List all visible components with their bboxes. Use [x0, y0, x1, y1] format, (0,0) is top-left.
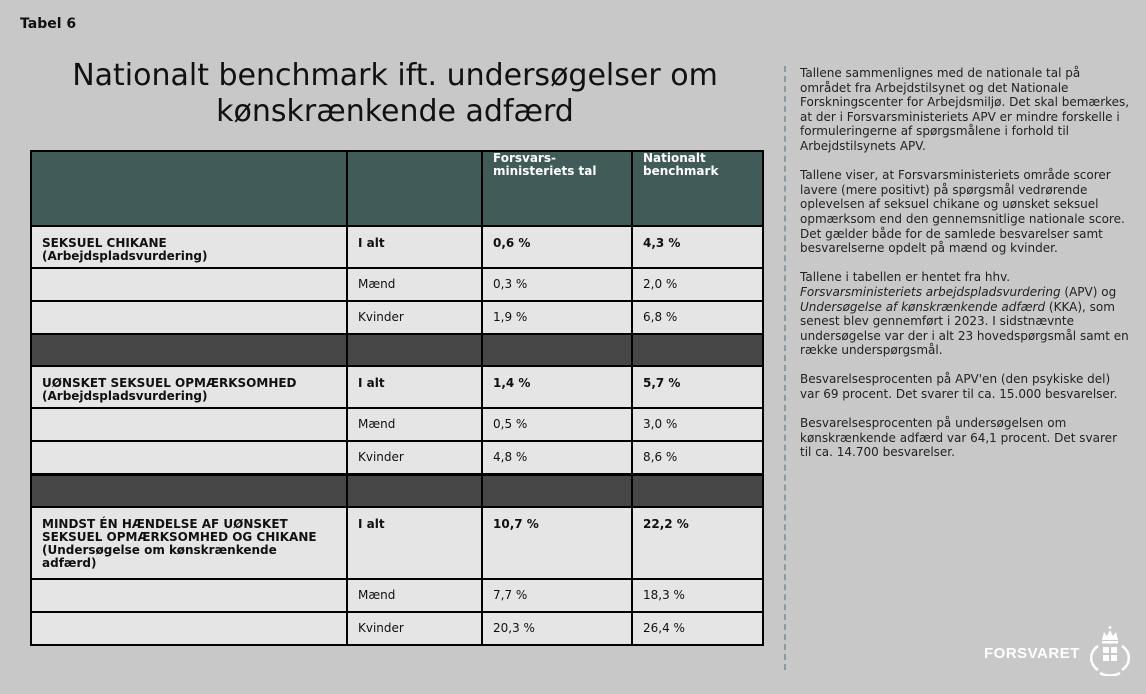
forsvar-value: 0,6 % — [481, 225, 633, 269]
forsvaret-logo: FORSVARET — [984, 626, 1132, 680]
note-italic: Undersøgelse af kønskrænkende adfærd — [800, 299, 1046, 314]
header-empty-2 — [346, 150, 483, 227]
separator-row — [30, 473, 764, 508]
empty-cell — [30, 578, 348, 613]
table-row: MINDST ÉN HÆNDELSE AF UØNSKET SEKSUEL OPM… — [30, 506, 764, 580]
row-label: Mænd — [346, 407, 483, 442]
table-row: UØNSKET SEKSUEL OPMÆRKSOMHED (Arbejdsplad… — [30, 365, 764, 409]
national-value: 6,8 % — [631, 300, 764, 335]
title-line-2: kønskrænkende adfærd — [216, 94, 574, 129]
group-source: (Arbejdspladsvurdering) — [42, 389, 208, 403]
separator-row — [30, 333, 764, 367]
group-title: SEKSUEL CHIKANE — [42, 236, 167, 250]
note-paragraph: Tallene viser, at Forsvarsministeriets o… — [800, 168, 1125, 256]
dashed-divider — [784, 66, 786, 670]
note-paragraph: Tallene sammenlignes med de nationale ta… — [800, 66, 1130, 153]
table-row: Mænd 0,3 % 2,0 % — [30, 267, 764, 302]
page-title: Nationalt benchmark ift. undersøgelser o… — [30, 58, 760, 130]
title-line-1: Nationalt benchmark ift. undersøgelser o… — [72, 58, 718, 93]
table-row: Kvinder 4,8 % 8,6 % — [30, 440, 764, 476]
table-row: SEKSUEL CHIKANE (Arbejdspladsvurdering) I… — [30, 225, 764, 269]
row-label: I alt — [346, 365, 483, 409]
header-text: Forsvars- — [493, 151, 556, 165]
forsvar-value: 10,7 % — [481, 506, 633, 580]
forsvar-value: 20,3 % — [481, 611, 633, 646]
note-paragraph: Besvarelsesprocenten på APV'en (den psyk… — [800, 372, 1118, 402]
national-value: 22,2 % — [631, 506, 764, 580]
forsvar-value: 1,9 % — [481, 300, 633, 335]
national-value: 3,0 % — [631, 407, 764, 442]
row-label: Mænd — [346, 267, 483, 302]
group-title: UØNSKET SEKSUEL OPMÆRKSOMHED — [42, 376, 297, 390]
logo-text: FORSVARET — [984, 644, 1080, 662]
note-text: (KKA), som senest blev gennemført i 2023… — [800, 299, 1129, 358]
forsvar-value: 0,5 % — [481, 407, 633, 442]
forsvar-value: 4,8 % — [481, 440, 633, 476]
benchmark-table: Forsvars-ministeriets tal Nationalt bench… — [30, 150, 764, 646]
empty-cell — [30, 611, 348, 646]
header-national: Nationalt benchmark — [631, 150, 764, 227]
crown-shield-icon — [1088, 626, 1132, 680]
table-row: Mænd 7,7 % 18,3 % — [30, 578, 764, 613]
row-label: Kvinder — [346, 611, 483, 646]
forsvar-value: 0,3 % — [481, 267, 633, 302]
table-header-row: Forsvars-ministeriets tal Nationalt bench… — [30, 150, 764, 227]
header-text: ministeriets tal — [493, 164, 597, 178]
group-title-cell: MINDST ÉN HÆNDELSE AF UØNSKET SEKSUEL OPM… — [30, 506, 348, 580]
national-value: 2,0 % — [631, 267, 764, 302]
group-title: SEKSUEL OPMÆRKSOMHED OG CHIKANE — [42, 530, 317, 544]
table-row: Kvinder 20,3 % 26,4 % — [30, 611, 764, 646]
note-text: (APV) og — [1060, 284, 1117, 299]
header-text: benchmark — [643, 164, 719, 178]
note-italic: Forsvarsministeriets arbejdspladsvurderi… — [800, 284, 1061, 299]
note-paragraph: Tallene i tabellen er hentet fra hhv. Fo… — [800, 270, 1130, 358]
row-label: Kvinder — [346, 300, 483, 335]
empty-cell — [30, 440, 348, 476]
group-source: (Undersøgelse om kønskrænkende — [42, 543, 277, 557]
group-source: (Arbejdspladsvurdering) — [42, 249, 208, 263]
national-value: 8,6 % — [631, 440, 764, 476]
empty-cell — [30, 300, 348, 335]
row-label: Kvinder — [346, 440, 483, 476]
row-label: Mænd — [346, 578, 483, 613]
national-value: 4,3 % — [631, 225, 764, 269]
header-forsvar: Forsvars-ministeriets tal — [481, 150, 633, 227]
note-text: Tallene i tabellen er hentet fra hhv. — [800, 270, 1011, 285]
row-label: I alt — [346, 506, 483, 580]
national-value: 18,3 % — [631, 578, 764, 613]
group-title: MINDST ÉN HÆNDELSE AF UØNSKET — [42, 517, 288, 531]
header-empty-1 — [30, 150, 348, 227]
group-title-cell: UØNSKET SEKSUEL OPMÆRKSOMHED (Arbejdsplad… — [30, 365, 348, 409]
empty-cell — [30, 267, 348, 302]
forsvar-value: 1,4 % — [481, 365, 633, 409]
group-title-cell: SEKSUEL CHIKANE (Arbejdspladsvurdering) — [30, 225, 348, 269]
group-source: adfærd) — [42, 556, 97, 570]
forsvar-value: 7,7 % — [481, 578, 633, 613]
table-row: Mænd 0,5 % 3,0 % — [30, 407, 764, 442]
national-value: 5,7 % — [631, 365, 764, 409]
empty-cell — [30, 407, 348, 442]
national-value: 26,4 % — [631, 611, 764, 646]
note-paragraph: Besvarelsesprocenten på undersøgelsen om… — [800, 416, 1117, 460]
header-text: Nationalt — [643, 151, 706, 165]
side-notes: Tallene sammenlignes med de nationale ta… — [800, 66, 1130, 475]
table-label: Tabel 6 — [20, 16, 77, 32]
table-row: Kvinder 1,9 % 6,8 % — [30, 300, 764, 335]
row-label: I alt — [346, 225, 483, 269]
